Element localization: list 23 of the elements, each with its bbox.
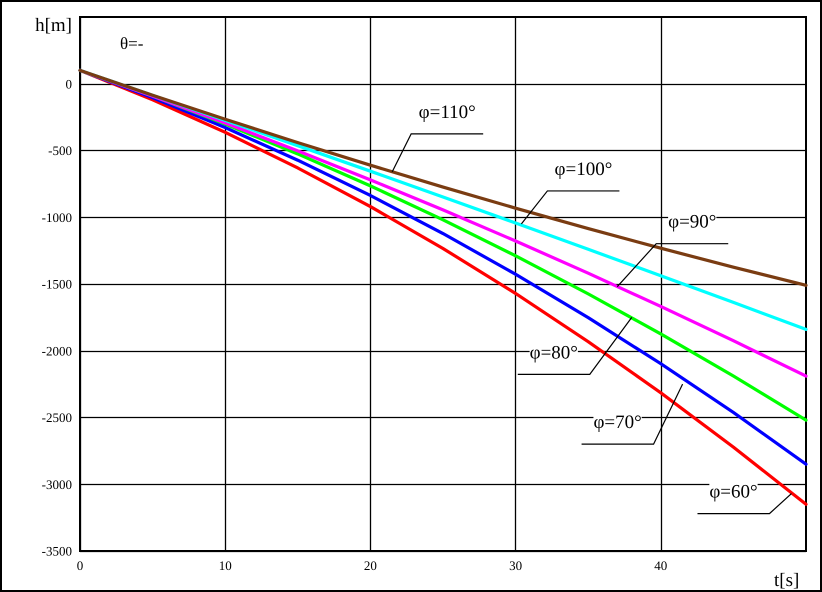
x-tick-label: 30 bbox=[509, 558, 522, 573]
y-tick-label: -1000 bbox=[42, 210, 72, 225]
x-axis-title: t[s] bbox=[774, 570, 800, 591]
y-tick-label: -2000 bbox=[42, 343, 72, 358]
annotation: φ=100° bbox=[554, 158, 612, 180]
annotation: φ=80° bbox=[530, 342, 578, 364]
x-tick-label: 0 bbox=[76, 558, 84, 573]
y-tick-label: -3500 bbox=[42, 544, 72, 558]
y-axis-title: h[m] bbox=[35, 15, 72, 36]
y-tick-label: -500 bbox=[48, 143, 72, 158]
x-tick-label: 10 bbox=[218, 558, 232, 573]
x-tick-label: 40 bbox=[654, 558, 668, 573]
y-tick-label: 0 bbox=[66, 76, 72, 92]
y-tick-label: -3000 bbox=[42, 476, 72, 492]
annotation: θ=- bbox=[120, 34, 144, 53]
annotation: φ=110° bbox=[418, 102, 476, 123]
x-tick-label: 20 bbox=[364, 558, 377, 573]
y-tick-label: -2500 bbox=[42, 410, 72, 425]
y-tick-label: -1500 bbox=[42, 276, 72, 292]
line-series bbox=[78, 68, 808, 287]
annotation: φ=90° bbox=[668, 212, 716, 233]
annotation: φ=70° bbox=[593, 412, 642, 434]
annotation: φ=60° bbox=[709, 482, 758, 503]
